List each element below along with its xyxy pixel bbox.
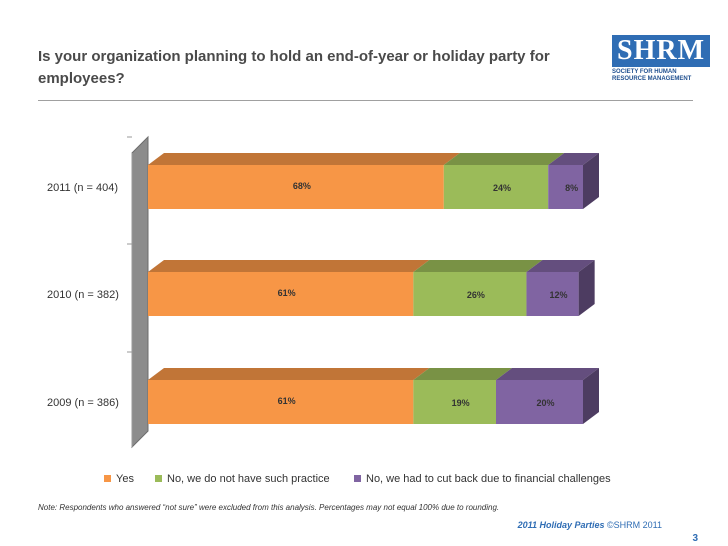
logo-wordmark: SHRM [612,35,710,67]
bar-top-face [548,153,599,165]
bar-segment [413,272,527,316]
bar-top-face [443,153,565,165]
bar-segment [148,380,414,424]
shrm-logo: SHRM Society for Human Resource Manageme… [612,35,710,89]
data-label: 8% [565,183,578,193]
bar-side-face [583,153,599,209]
legend-item: No, we do not have such practice [155,473,330,485]
bar-top-face [148,260,430,272]
bar-top-face [496,368,599,380]
title-divider [38,100,693,101]
bar-segment [526,272,579,316]
bar-segment [496,380,583,424]
category-label: 2010 (n = 382) [47,289,119,301]
bar-top-face [413,368,512,380]
legend-label: No, we do not have such practice [167,473,330,485]
legend-item: No, we had to cut back due to financial … [354,473,611,485]
data-label: 68% [293,181,311,191]
bar-top-face [148,153,460,165]
data-label: 12% [550,290,568,300]
legend-label: Yes [116,473,134,485]
data-label: 19% [452,398,470,408]
logo-tagline: Society for Human Resource Management [612,69,692,82]
legend-label: No, we had to cut back due to financial … [366,473,611,485]
legend-item: Yes [104,473,134,485]
footer-copyright: ©SHRM 2011 [607,520,662,530]
bar-top-face [148,368,430,380]
bar-top-face [413,260,543,272]
footer-title: 2011 Holiday Parties [517,520,605,530]
data-label: 24% [493,183,511,193]
legend-swatch [104,475,111,482]
footer-credit: 2011 Holiday Parties ©SHRM 2011 [518,520,662,530]
data-label: 26% [467,290,485,300]
legend-swatch [155,475,162,482]
bar-segment [148,165,444,209]
chart-side-wall [131,135,149,449]
bar-segment [413,380,496,424]
data-label: 20% [536,398,554,408]
bar-segment [148,272,414,316]
category-label: 2009 (n = 386) [47,397,119,409]
bar-side-face [583,368,599,424]
bar-top-face [526,260,595,272]
bar-segment [548,165,583,209]
data-label: 61% [278,396,296,406]
bar-side-face [578,260,595,316]
footnote: Note: Respondents who answered “not sure… [38,503,500,512]
page-number: 3 [692,533,698,544]
legend-swatch [354,475,361,482]
category-label: 2011 (n = 404) [47,182,118,194]
bar-segment [443,165,549,209]
chart-legend: Yes No, we do not have such practice No, w… [0,473,728,487]
data-label: 61% [278,288,296,298]
slide-title: Is your organization planning to hold an… [38,48,550,87]
